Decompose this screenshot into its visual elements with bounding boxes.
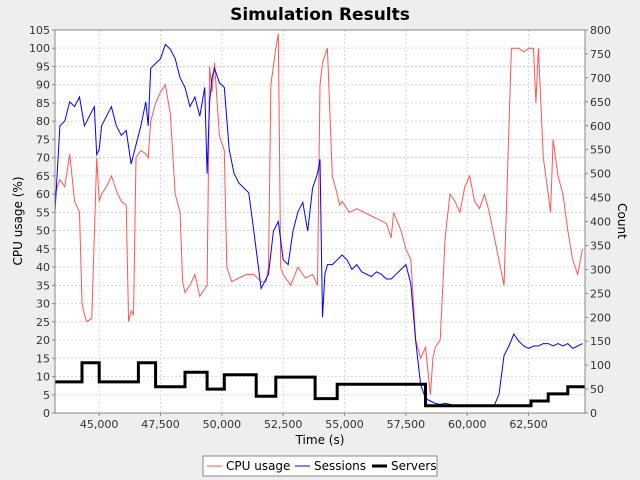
y-right-tick-label: 600 <box>590 120 611 133</box>
y-left-tick-label: 0 <box>43 407 50 420</box>
y-left-tick-label: 85 <box>36 97 50 110</box>
y-left-tick-label: 25 <box>36 316 50 329</box>
x-tick-label: 47,500 <box>141 418 180 431</box>
y-right-tick-label: 250 <box>590 287 611 300</box>
y-right-tick-label: 550 <box>590 144 611 157</box>
y-right-tick-label: 50 <box>590 383 604 396</box>
series-line-servers <box>55 361 585 408</box>
legend-label-servers: Servers <box>391 459 437 473</box>
y-left-tick-label: 60 <box>36 188 50 201</box>
y-right-tick-label: 100 <box>590 359 611 372</box>
legend-label-cpu: CPU usage <box>226 459 290 473</box>
x-tick-label: 45,000 <box>80 418 119 431</box>
y-left-tick-label: 10 <box>36 371 50 384</box>
y-left-tick-label: 100 <box>29 42 50 55</box>
series-line-cpu-usage <box>54 33 583 395</box>
y-left-tick-label: 55 <box>36 206 50 219</box>
y-left-tick-label: 40 <box>36 261 50 274</box>
y-left-tick-label: 75 <box>36 133 50 146</box>
y-right-tick-label: 700 <box>590 72 611 85</box>
y-left-tick-label: 30 <box>36 298 50 311</box>
y-right-tick-label: 200 <box>590 311 611 324</box>
legend-box <box>202 455 438 477</box>
y-left-tick-label: 70 <box>36 152 50 165</box>
y-left-tick-label: 105 <box>29 24 50 37</box>
legend-label-sessions: Sessions <box>314 459 366 473</box>
y-right-tick-label: 500 <box>590 168 611 181</box>
x-tick-label: 52,500 <box>264 418 303 431</box>
y-right-tick-label: 0 <box>590 407 597 420</box>
y-right-tick-label: 650 <box>590 96 611 109</box>
y-right-tick-label: 150 <box>590 335 611 348</box>
y-right-axis-ticks: 0 50 100 150 200 250 300 350 400 450 500 550 600 650 7… <box>585 24 611 420</box>
y-right-tick-label: 350 <box>590 239 611 252</box>
y-right-tick-label: 800 <box>590 24 611 37</box>
legend: CPU usage Sessions Servers <box>202 455 438 477</box>
y-right-axis-label: Count <box>615 203 629 239</box>
y-left-tick-label: 5 <box>43 389 50 402</box>
y-left-axis-label: CPU usage (%) <box>11 176 25 265</box>
y-left-tick-label: 50 <box>36 225 50 238</box>
x-axis-label: Time (s) <box>295 433 345 447</box>
y-right-tick-label: 750 <box>590 48 611 61</box>
x-axis-ticks: 45,000 47,500 50,000 52,500 55,000 57,500 60,0… <box>80 413 548 431</box>
x-tick-label: 57,500 <box>387 418 426 431</box>
y-left-tick-label: 35 <box>36 279 50 292</box>
y-right-tick-label: 300 <box>590 263 611 276</box>
x-tick-label: 60,000 <box>448 418 487 431</box>
y-left-tick-label: 65 <box>36 170 50 183</box>
x-tick-label: 50,000 <box>203 418 242 431</box>
y-left-tick-label: 20 <box>36 334 50 347</box>
chart-title: Simulation Results <box>230 5 410 25</box>
y-left-tick-label: 15 <box>36 352 50 365</box>
y-left-tick-label: 90 <box>36 79 50 92</box>
y-left-tick-label: 45 <box>36 243 50 256</box>
y-right-tick-label: 400 <box>590 216 611 229</box>
y-right-tick-label: 450 <box>590 192 611 205</box>
y-left-axis-ticks: 0 5 10 15 20 25 30 35 40 45 50 55 60 65 70 75 80 85 90 95 10… <box>29 24 55 420</box>
series-layer <box>54 33 585 408</box>
y-left-tick-label: 80 <box>36 115 50 128</box>
x-tick-label: 55,000 <box>325 418 364 431</box>
y-left-tick-label: 95 <box>36 60 50 73</box>
x-tick-label: 62,500 <box>509 418 548 431</box>
